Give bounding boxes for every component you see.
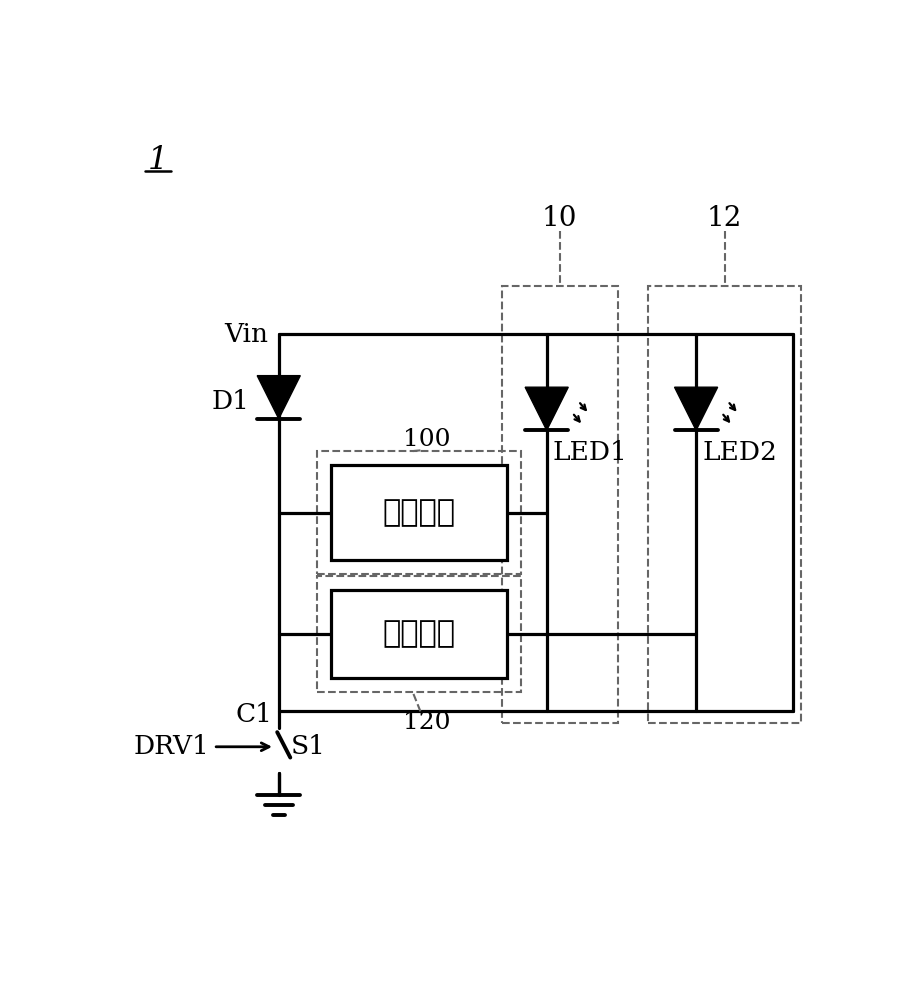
Text: 120: 120 bbox=[403, 711, 451, 734]
Text: 1: 1 bbox=[148, 145, 168, 176]
Text: 均流组件: 均流组件 bbox=[383, 498, 455, 527]
Text: S1: S1 bbox=[290, 734, 325, 759]
Bar bbox=[318, 451, 521, 574]
Text: 10: 10 bbox=[542, 205, 577, 232]
Bar bbox=[502, 286, 618, 723]
Polygon shape bbox=[257, 376, 300, 419]
Text: 100: 100 bbox=[403, 428, 451, 451]
Text: Vin: Vin bbox=[224, 322, 268, 347]
Text: LED2: LED2 bbox=[702, 440, 778, 465]
Text: LED1: LED1 bbox=[553, 440, 628, 465]
Bar bbox=[331, 465, 507, 560]
Text: C1: C1 bbox=[236, 702, 273, 727]
Polygon shape bbox=[525, 387, 568, 430]
Text: 均流组件: 均流组件 bbox=[383, 619, 455, 648]
Text: D1: D1 bbox=[212, 389, 250, 414]
Text: DRV1: DRV1 bbox=[134, 734, 209, 759]
Bar bbox=[331, 590, 507, 678]
Polygon shape bbox=[675, 387, 718, 430]
Bar bbox=[648, 286, 800, 723]
Text: 12: 12 bbox=[707, 205, 743, 232]
Bar bbox=[318, 576, 521, 692]
